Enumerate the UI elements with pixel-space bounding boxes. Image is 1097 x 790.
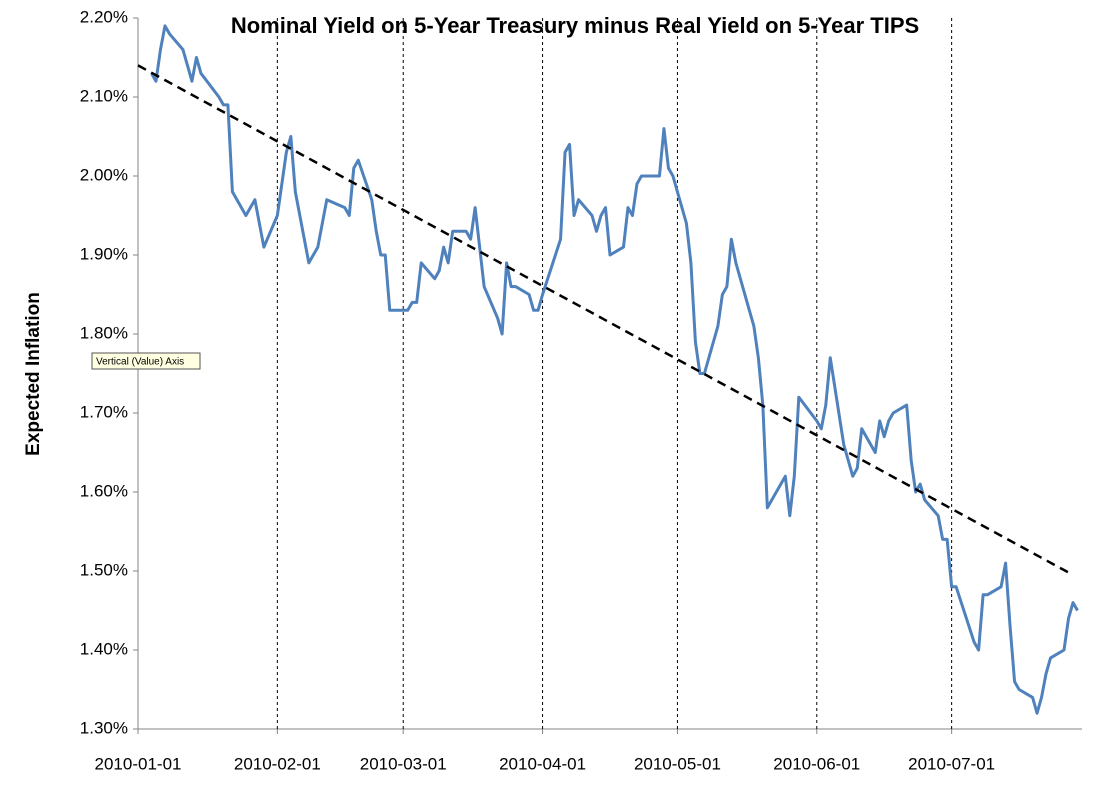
tooltip-box xyxy=(91,352,201,370)
x-tick-label: 2010-04-01 xyxy=(499,754,586,773)
x-tick-label: 2010-05-01 xyxy=(634,754,721,773)
y-tick-label: 2.20% xyxy=(80,7,128,26)
trend-line xyxy=(137,64,1074,577)
x-tick-label: 2010-03-01 xyxy=(360,754,447,773)
x-tick-label: 2010-07-01 xyxy=(908,754,995,773)
y-tick-label: 2.00% xyxy=(80,165,128,184)
chart-title: Nominal Yield on 5-Year Treasury minus R… xyxy=(231,13,919,38)
y-axis-label: Expected Inflation xyxy=(23,292,44,456)
y-tick-label: 1.80% xyxy=(80,323,128,342)
y-tick-label: 1.60% xyxy=(80,481,128,500)
y-tick-label: 1.70% xyxy=(80,402,128,421)
y-tick-label: 1.40% xyxy=(80,639,128,658)
data-line xyxy=(150,24,1079,715)
x-tick-label: 2010-01-01 xyxy=(95,754,182,773)
x-tick-label: 2010-02-01 xyxy=(234,754,321,773)
y-tick-label: 1.30% xyxy=(80,718,128,737)
y-tick-label: 1.50% xyxy=(80,560,128,579)
y-tick-label: 1.90% xyxy=(80,244,128,263)
tooltip: Vertical (Value) Axis xyxy=(96,357,184,368)
x-tick-label: 2010-06-01 xyxy=(773,754,860,773)
y-tick-label: 2.10% xyxy=(80,86,128,105)
